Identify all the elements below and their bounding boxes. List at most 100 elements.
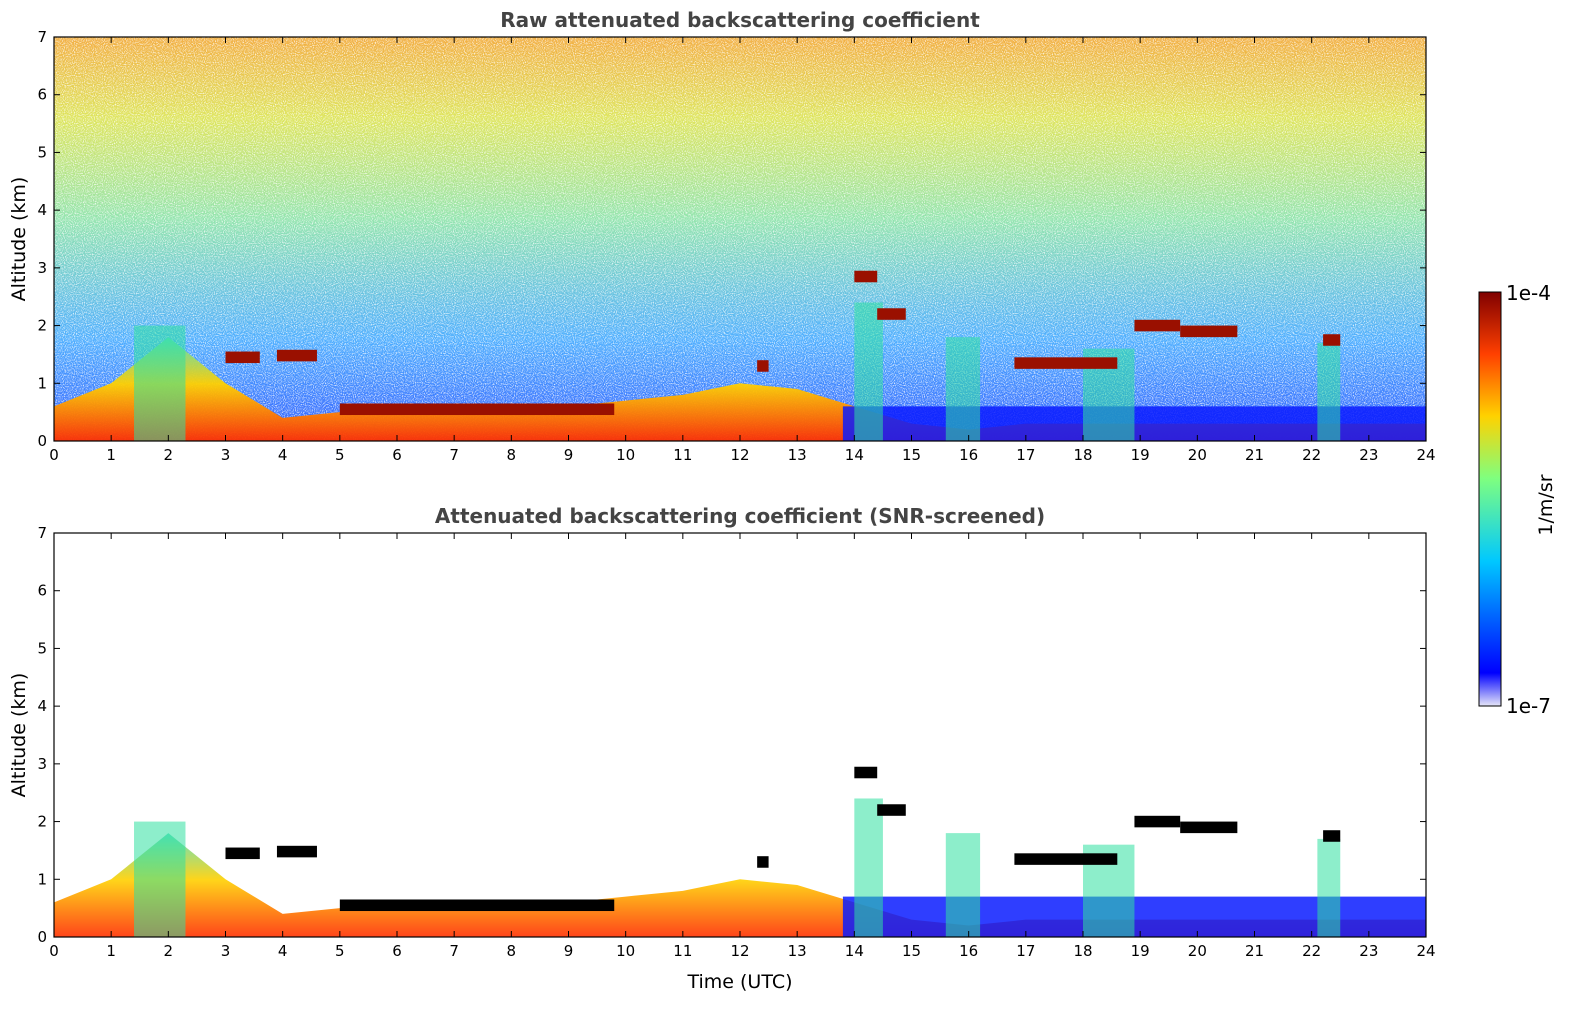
x-tick-label: 21 xyxy=(1245,942,1264,960)
x-tick-label: 11 xyxy=(673,942,692,960)
cloud-layer xyxy=(1323,830,1341,842)
x-tick-label: 8 xyxy=(507,942,517,960)
axis-ticks: 0 1 2 3 4 5 6 7 8 9 10 11 12 13 14 15 16 17 18 19 20 21 22 23 24… xyxy=(37,524,1435,960)
x-tick-label: 12 xyxy=(730,446,749,464)
x-tick-label: 19 xyxy=(1131,942,1150,960)
x-tick-label: 14 xyxy=(845,942,864,960)
cloud-layer xyxy=(854,270,878,283)
plot-frame xyxy=(53,532,1427,938)
panel-title: Raw attenuated backscattering coefficien… xyxy=(500,8,980,32)
cloud-layer xyxy=(1180,821,1238,834)
x-tick-label: 1 xyxy=(106,942,116,960)
x-tick-label: 22 xyxy=(1302,942,1321,960)
x-tick-label: 19 xyxy=(1131,446,1150,464)
x-tick-label: 10 xyxy=(616,942,635,960)
panel-screened: Attenuated backscattering coefficient (S… xyxy=(8,504,1436,993)
y-tick-label: 5 xyxy=(37,143,47,161)
x-tick-label: 23 xyxy=(1359,446,1378,464)
x-tick-label: 0 xyxy=(49,446,59,464)
cloud-layer xyxy=(1323,334,1341,346)
cloud-layer xyxy=(225,351,260,364)
cloud-layer xyxy=(276,349,317,362)
cloud-layer xyxy=(276,845,317,858)
y-tick-label: 2 xyxy=(37,317,47,335)
y-tick-label: 3 xyxy=(37,259,47,277)
x-tick-label: 4 xyxy=(278,942,288,960)
x-tick-label: 2 xyxy=(164,942,174,960)
cloud-layer xyxy=(339,899,615,912)
y-tick-label: 1 xyxy=(37,870,47,888)
x-tick-label: 2 xyxy=(164,446,174,464)
x-tick-label: 6 xyxy=(392,942,402,960)
x-tick-label: 5 xyxy=(335,942,345,960)
y-tick-label: 3 xyxy=(37,755,47,773)
x-tick-label: 11 xyxy=(673,446,692,464)
x-tick-label: 7 xyxy=(449,446,459,464)
x-tick-label: 15 xyxy=(902,446,921,464)
y-tick-label: 7 xyxy=(37,524,47,542)
x-tick-label: 13 xyxy=(788,446,807,464)
y-axis-label: Altitude (km) xyxy=(8,673,30,798)
y-tick-label: 5 xyxy=(37,639,47,657)
cloud-layer xyxy=(1134,815,1181,828)
x-tick-label: 17 xyxy=(1016,446,1035,464)
x-tick-label: 8 xyxy=(507,446,517,464)
x-tick-label: 24 xyxy=(1416,446,1435,464)
y-tick-label: 0 xyxy=(37,928,47,946)
x-tick-label: 20 xyxy=(1188,942,1207,960)
x-tick-label: 5 xyxy=(335,446,345,464)
cloud-layer xyxy=(1014,853,1118,865)
x-axis-label: Time (UTC) xyxy=(686,971,792,993)
convective-column xyxy=(854,798,883,937)
axis-ticks: 0 1 2 3 4 5 6 7 8 9 10 11 12 13 14 15 16 17 18 19 20 21 22 23 24… xyxy=(37,28,1435,464)
colorbar-max-label: 1e-4 xyxy=(1506,281,1551,305)
x-tick-label: 3 xyxy=(221,446,231,464)
x-tick-label: 9 xyxy=(564,446,574,464)
x-tick-label: 0 xyxy=(49,942,59,960)
convective-column xyxy=(134,821,186,937)
x-tick-label: 18 xyxy=(1073,446,1092,464)
x-tick-label: 23 xyxy=(1359,942,1378,960)
x-tick-label: 20 xyxy=(1188,446,1207,464)
x-tick-label: 24 xyxy=(1416,942,1435,960)
cloud-layer xyxy=(877,308,906,320)
heatmap-layers xyxy=(54,766,1426,937)
y-tick-label: 6 xyxy=(37,86,47,104)
convective-column xyxy=(854,302,883,441)
y-tick-label: 1 xyxy=(37,374,47,392)
x-tick-label: 15 xyxy=(902,942,921,960)
convective-column xyxy=(945,833,981,937)
x-tick-label: 4 xyxy=(278,446,288,464)
y-tick-label: 4 xyxy=(37,201,47,219)
heatmap-layers xyxy=(54,270,1426,441)
x-tick-label: 9 xyxy=(564,942,574,960)
heatmap-screened xyxy=(54,766,1426,937)
convective-column xyxy=(1317,838,1341,937)
x-tick-label: 6 xyxy=(392,446,402,464)
panel-raw: Raw attenuated backscattering coefficien… xyxy=(8,8,1436,464)
x-tick-label: 18 xyxy=(1073,942,1092,960)
panel-title: Attenuated backscattering coefficient (S… xyxy=(435,504,1045,528)
x-tick-label: 7 xyxy=(449,942,459,960)
x-tick-label: 16 xyxy=(959,942,978,960)
x-tick-label: 1 xyxy=(106,446,116,464)
y-tick-label: 6 xyxy=(37,582,47,600)
y-tick-label: 7 xyxy=(37,28,47,46)
colorbar-label: 1/m/sr xyxy=(1535,474,1557,535)
cloud-layer xyxy=(854,766,878,779)
y-axis-label: Altitude (km) xyxy=(8,177,30,302)
convective-column xyxy=(945,337,981,441)
noise-mask xyxy=(54,37,1426,441)
x-tick-label: 21 xyxy=(1245,446,1264,464)
cloud-layer xyxy=(757,360,769,372)
y-tick-label: 0 xyxy=(37,432,47,450)
colorbar-min-label: 1e-7 xyxy=(1506,694,1551,718)
convective-column xyxy=(134,325,186,441)
colorbar: 1e-4 1e-7 1/m/sr xyxy=(1478,281,1557,718)
x-tick-label: 3 xyxy=(221,942,231,960)
cloud-layer xyxy=(1180,325,1238,338)
cloud-layer xyxy=(1134,319,1181,332)
x-tick-label: 17 xyxy=(1016,942,1035,960)
x-tick-label: 16 xyxy=(959,446,978,464)
